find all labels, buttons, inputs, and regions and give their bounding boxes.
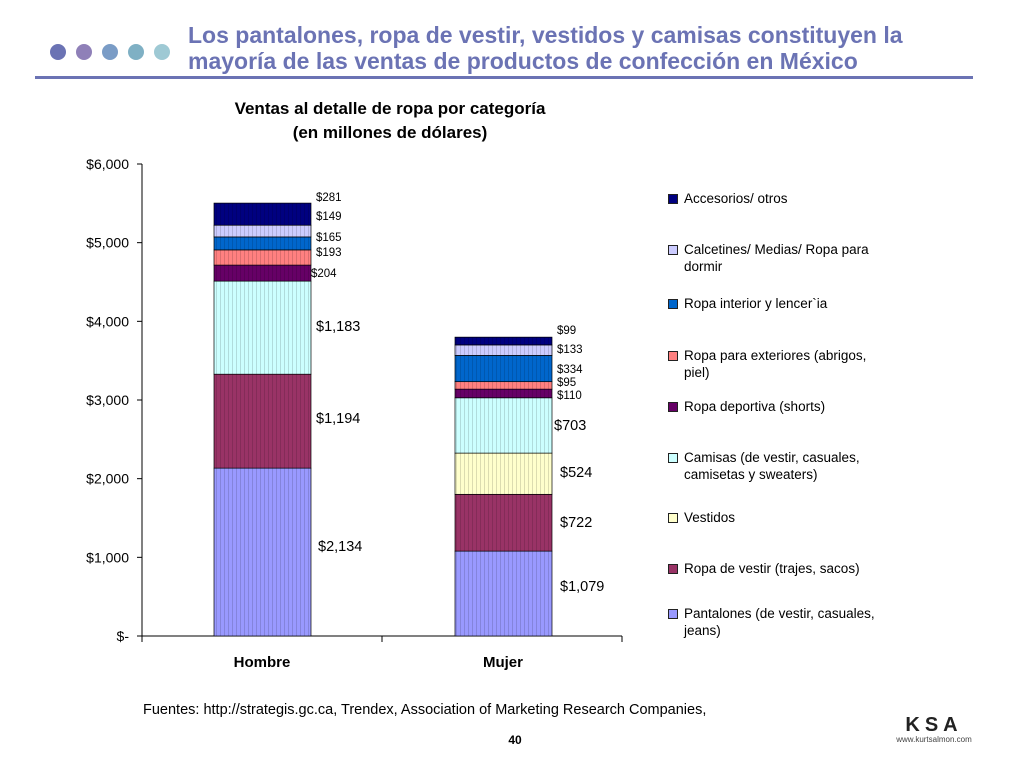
legend-swatch xyxy=(668,453,678,463)
y-tick-label: $6,000 xyxy=(86,156,129,172)
legend-item: Ropa deportiva (shorts) xyxy=(668,398,825,415)
legend-swatch xyxy=(668,299,678,309)
data-label: $281 xyxy=(316,192,342,204)
data-label: $133 xyxy=(557,344,583,356)
chart-title: Ventas al detalle de ropa por categoría … xyxy=(160,97,620,145)
bar-segment xyxy=(213,467,312,637)
legend-label: Camisas (de vestir, casuales, camisetas y… xyxy=(684,450,860,482)
legend-label: Ropa de vestir (trajes, sacos) xyxy=(684,561,860,576)
legend-item: Vestidos xyxy=(668,509,735,526)
y-tick-label: $1,000 xyxy=(86,549,129,565)
bar-segment xyxy=(454,388,553,399)
y-tick-label: $3,000 xyxy=(86,392,129,408)
slide-title-line-2: mayoría de las ventas de productos de co… xyxy=(188,48,858,74)
bar-segment xyxy=(213,249,312,266)
legend-swatch xyxy=(668,609,678,619)
logo-mark: KSA xyxy=(905,714,963,736)
data-label: $1,079 xyxy=(560,579,604,595)
y-tick-label: $4,000 xyxy=(86,313,129,329)
x-category-label: Mujer xyxy=(483,654,523,671)
source-note: Fuentes: http://strategis.gc.ca, Trendex… xyxy=(143,702,707,718)
bar-segment xyxy=(454,355,553,383)
slide-title-line-1: Los pantalones, ropa de vestir, vestidos… xyxy=(188,22,903,48)
logo-url: www.kurtsalmon.com xyxy=(896,735,972,744)
data-label: $1,183 xyxy=(316,319,360,335)
bar-segment xyxy=(454,493,553,552)
data-label: $334 xyxy=(557,364,583,376)
data-label: $204 xyxy=(311,268,337,280)
dot-3 xyxy=(102,44,118,60)
bar-segment xyxy=(454,336,553,346)
dot-1 xyxy=(50,44,66,60)
data-label: $95 xyxy=(557,377,576,389)
decorative-dots xyxy=(50,44,170,60)
y-tick-label: $- xyxy=(117,628,130,644)
bar-segment xyxy=(454,550,553,637)
legend-swatch xyxy=(668,245,678,255)
legend-item: Pantalones (de vestir, casuales, jeans) xyxy=(668,605,875,639)
bar-segment xyxy=(454,381,553,390)
chart-title-line-2: (en millones de dólares) xyxy=(292,123,488,142)
dot-5 xyxy=(154,44,170,60)
legend-item: Camisas (de vestir, casuales, camisetas y… xyxy=(668,449,860,483)
legend-swatch xyxy=(668,564,678,574)
dot-2 xyxy=(76,44,92,60)
dot-4 xyxy=(128,44,144,60)
legend-label: Vestidos xyxy=(684,510,736,525)
legend-label: Accesorios/ otros xyxy=(684,191,788,206)
legend-swatch xyxy=(668,513,678,523)
legend-item: Accesorios/ otros xyxy=(668,190,788,207)
data-label: $165 xyxy=(316,232,342,244)
chart-title-line-1: Ventas al detalle de ropa por categoría xyxy=(234,99,546,118)
y-tick-label: $2,000 xyxy=(86,471,129,487)
data-label: $2,134 xyxy=(318,539,362,555)
legend-item: Ropa para exteriores (abrigos, piel) xyxy=(668,347,866,381)
data-label: $193 xyxy=(316,247,342,259)
legend-item: Ropa de vestir (trajes, sacos) xyxy=(668,560,860,577)
legend-label: Calcetines/ Medias/ Ropa para dormir xyxy=(684,242,869,274)
legend-swatch xyxy=(668,402,678,412)
slide-title: Los pantalones, ropa de vestir, vestidos… xyxy=(188,22,1008,74)
data-label: $99 xyxy=(557,325,576,337)
data-label: $1,194 xyxy=(316,411,360,427)
data-label: $110 xyxy=(557,390,582,402)
y-tick-label: $5,000 xyxy=(86,235,129,251)
data-label: $703 xyxy=(554,418,586,434)
legend-label: Ropa deportiva (shorts) xyxy=(684,399,826,414)
bar-segment xyxy=(213,373,312,469)
legend-swatch xyxy=(668,194,678,204)
page-number: 40 xyxy=(508,733,522,747)
bar-segment xyxy=(213,202,312,226)
ksa-logo: KSA www.kurtsalmon.com xyxy=(884,714,984,744)
bar-segment xyxy=(454,344,553,356)
legend-swatch xyxy=(668,351,678,361)
stacked-bar-chart: $- $1,000 $2,000 $3,000 $4,000 $5,000 $6,000 Ho… xyxy=(86,156,623,671)
data-label: $524 xyxy=(560,465,592,481)
title-rule xyxy=(35,76,973,79)
legend-label: Ropa interior y lencer`ia xyxy=(684,296,828,311)
legend-item: Calcetines/ Medias/ Ropa para dormir xyxy=(668,241,869,275)
legend-item: Ropa interior y lencer`ia xyxy=(668,295,827,312)
data-label: $722 xyxy=(560,515,592,531)
bar-segment xyxy=(213,280,312,375)
bar-segment xyxy=(213,224,312,238)
data-label: $149 xyxy=(316,211,342,223)
bar-segment xyxy=(213,236,312,251)
bar-segment xyxy=(454,397,553,454)
legend-label: Pantalones (de vestir, casuales, jeans) xyxy=(684,606,875,638)
legend-label: Ropa para exteriores (abrigos, piel) xyxy=(684,348,867,380)
bar-segment xyxy=(454,452,553,495)
x-category-label: Hombre xyxy=(234,654,291,671)
bar-segment xyxy=(213,264,312,282)
